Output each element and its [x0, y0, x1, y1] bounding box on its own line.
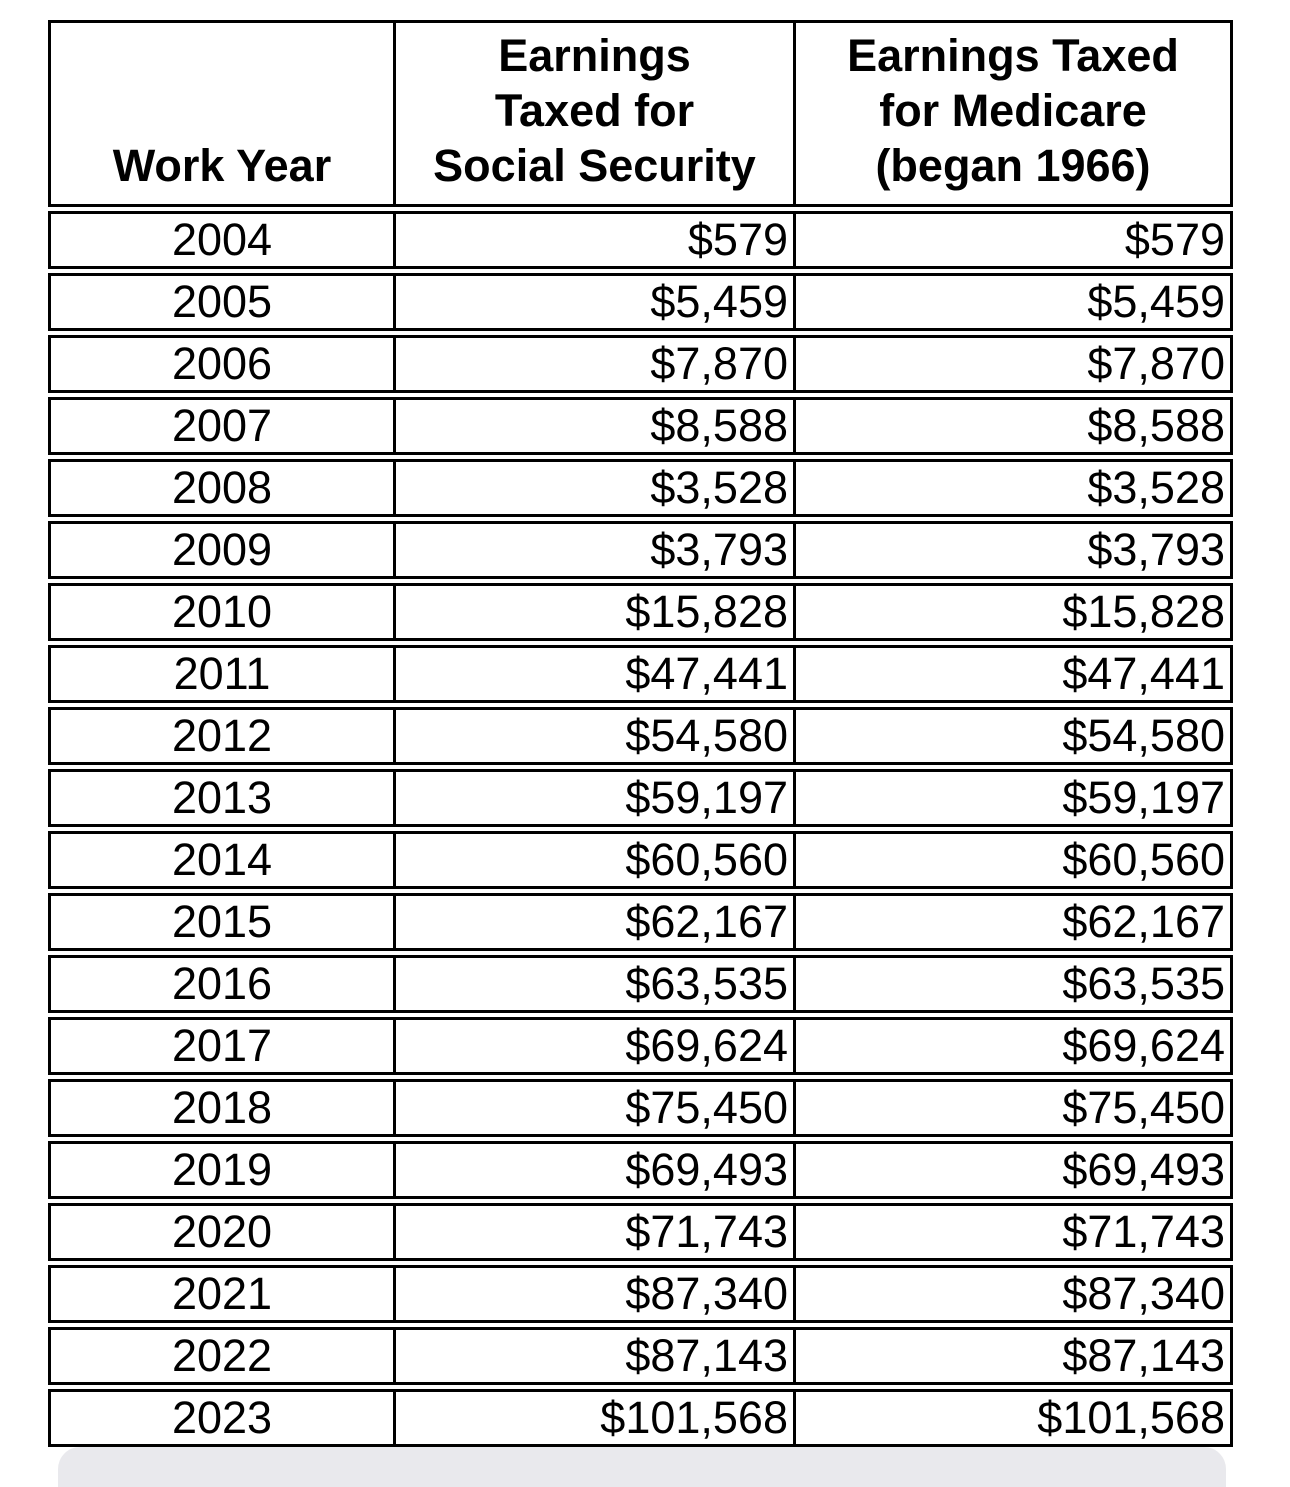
medicare-earnings-cell: $87,340 [793, 1264, 1233, 1323]
table-row: 2021 $87,340 $87,340 [48, 1264, 1233, 1323]
work-year-cell: 2023 [48, 1388, 393, 1447]
work-year-cell: 2020 [48, 1202, 393, 1261]
medicare-earnings-cell: $3,528 [793, 458, 1233, 517]
work-year-cell: 2011 [48, 644, 393, 703]
ss-earnings-cell: $75,450 [393, 1078, 793, 1137]
medicare-earnings-cell: $60,560 [793, 830, 1233, 889]
ss-earnings-cell: $579 [393, 210, 793, 269]
ss-earnings-cell: $87,340 [393, 1264, 793, 1323]
work-year-cell: 2017 [48, 1016, 393, 1075]
work-year-cell: 2021 [48, 1264, 393, 1323]
ss-earnings-cell: $5,459 [393, 272, 793, 331]
ss-earnings-cell: $3,793 [393, 520, 793, 579]
social-security-header: Earnings Taxed for Social Security [393, 20, 793, 207]
medicare-earnings-cell: $8,588 [793, 396, 1233, 455]
ss-earnings-cell: $69,493 [393, 1140, 793, 1199]
header-row: Work Year Earnings Taxed for Social Secu… [48, 20, 1233, 207]
table-row: 2004 $579 $579 [48, 210, 1233, 269]
medicare-earnings-cell: $63,535 [793, 954, 1233, 1013]
medicare-earnings-cell: $579 [793, 210, 1233, 269]
earnings-history-table: Work Year Earnings Taxed for Social Secu… [48, 16, 1233, 1451]
table-row: 2011 $47,441 $47,441 [48, 644, 1233, 703]
work-year-cell: 2018 [48, 1078, 393, 1137]
medicare-earnings-cell: $59,197 [793, 768, 1233, 827]
medicare-earnings-cell: $75,450 [793, 1078, 1233, 1137]
table-row: 2014 $60,560 $60,560 [48, 830, 1233, 889]
work-year-cell: 2013 [48, 768, 393, 827]
ss-earnings-cell: $54,580 [393, 706, 793, 765]
medicare-earnings-cell: $101,568 [793, 1388, 1233, 1447]
medicare-earnings-cell: $15,828 [793, 582, 1233, 641]
medicare-earnings-cell: $47,441 [793, 644, 1233, 703]
ss-earnings-cell: $47,441 [393, 644, 793, 703]
work-year-cell: 2008 [48, 458, 393, 517]
ss-earnings-cell: $59,197 [393, 768, 793, 827]
medicare-earnings-cell: $7,870 [793, 334, 1233, 393]
work-year-cell: 2010 [48, 582, 393, 641]
work-year-cell: 2014 [48, 830, 393, 889]
table-row: 2006 $7,870 $7,870 [48, 334, 1233, 393]
ss-earnings-cell: $63,535 [393, 954, 793, 1013]
table-row: 2010 $15,828 $15,828 [48, 582, 1233, 641]
table-body: 2004 $579 $579 2005 $5,459 $5,459 2006 $… [48, 210, 1233, 1447]
table-row: 2015 $62,167 $62,167 [48, 892, 1233, 951]
work-year-cell: 2005 [48, 272, 393, 331]
ss-earnings-cell: $87,143 [393, 1326, 793, 1385]
ss-earnings-cell: $101,568 [393, 1388, 793, 1447]
ss-earnings-cell: $62,167 [393, 892, 793, 951]
work-year-cell: 2015 [48, 892, 393, 951]
medicare-earnings-cell: $5,459 [793, 272, 1233, 331]
table-row: 2020 $71,743 $71,743 [48, 1202, 1233, 1261]
medicare-earnings-cell: $69,493 [793, 1140, 1233, 1199]
medicare-header: Earnings Taxed for Medicare (began 1966) [793, 20, 1233, 207]
table-row: 2017 $69,624 $69,624 [48, 1016, 1233, 1075]
medicare-earnings-cell: $54,580 [793, 706, 1233, 765]
medicare-earnings-cell: $87,143 [793, 1326, 1233, 1385]
work-year-cell: 2007 [48, 396, 393, 455]
work-year-cell: 2016 [48, 954, 393, 1013]
table-row: 2012 $54,580 $54,580 [48, 706, 1233, 765]
table-row: 2019 $69,493 $69,493 [48, 1140, 1233, 1199]
table-header: Work Year Earnings Taxed for Social Secu… [48, 20, 1233, 207]
medicare-earnings-cell: $62,167 [793, 892, 1233, 951]
table-row: 2016 $63,535 $63,535 [48, 954, 1233, 1013]
medicare-earnings-cell: $71,743 [793, 1202, 1233, 1261]
table-row: 2007 $8,588 $8,588 [48, 396, 1233, 455]
ss-earnings-cell: $69,624 [393, 1016, 793, 1075]
work-year-cell: 2006 [48, 334, 393, 393]
ss-earnings-cell: $7,870 [393, 334, 793, 393]
work-year-cell: 2022 [48, 1326, 393, 1385]
table-row: 2018 $75,450 $75,450 [48, 1078, 1233, 1137]
ss-earnings-cell: $15,828 [393, 582, 793, 641]
ss-earnings-cell: $71,743 [393, 1202, 793, 1261]
table-row: 2013 $59,197 $59,197 [48, 768, 1233, 827]
table-row: 2005 $5,459 $5,459 [48, 272, 1233, 331]
work-year-cell: 2012 [48, 706, 393, 765]
bottom-sheet-edge [58, 1447, 1226, 1487]
work-year-cell: 2004 [48, 210, 393, 269]
table-row: 2008 $3,528 $3,528 [48, 458, 1233, 517]
table-row: 2023 $101,568 $101,568 [48, 1388, 1233, 1447]
medicare-earnings-cell: $69,624 [793, 1016, 1233, 1075]
table-row: 2022 $87,143 $87,143 [48, 1326, 1233, 1385]
work-year-cell: 2019 [48, 1140, 393, 1199]
ss-earnings-cell: $8,588 [393, 396, 793, 455]
table-row: 2009 $3,793 $3,793 [48, 520, 1233, 579]
work-year-cell: 2009 [48, 520, 393, 579]
medicare-earnings-cell: $3,793 [793, 520, 1233, 579]
ss-earnings-cell: $60,560 [393, 830, 793, 889]
ss-earnings-cell: $3,528 [393, 458, 793, 517]
work-year-header: Work Year [48, 20, 393, 207]
